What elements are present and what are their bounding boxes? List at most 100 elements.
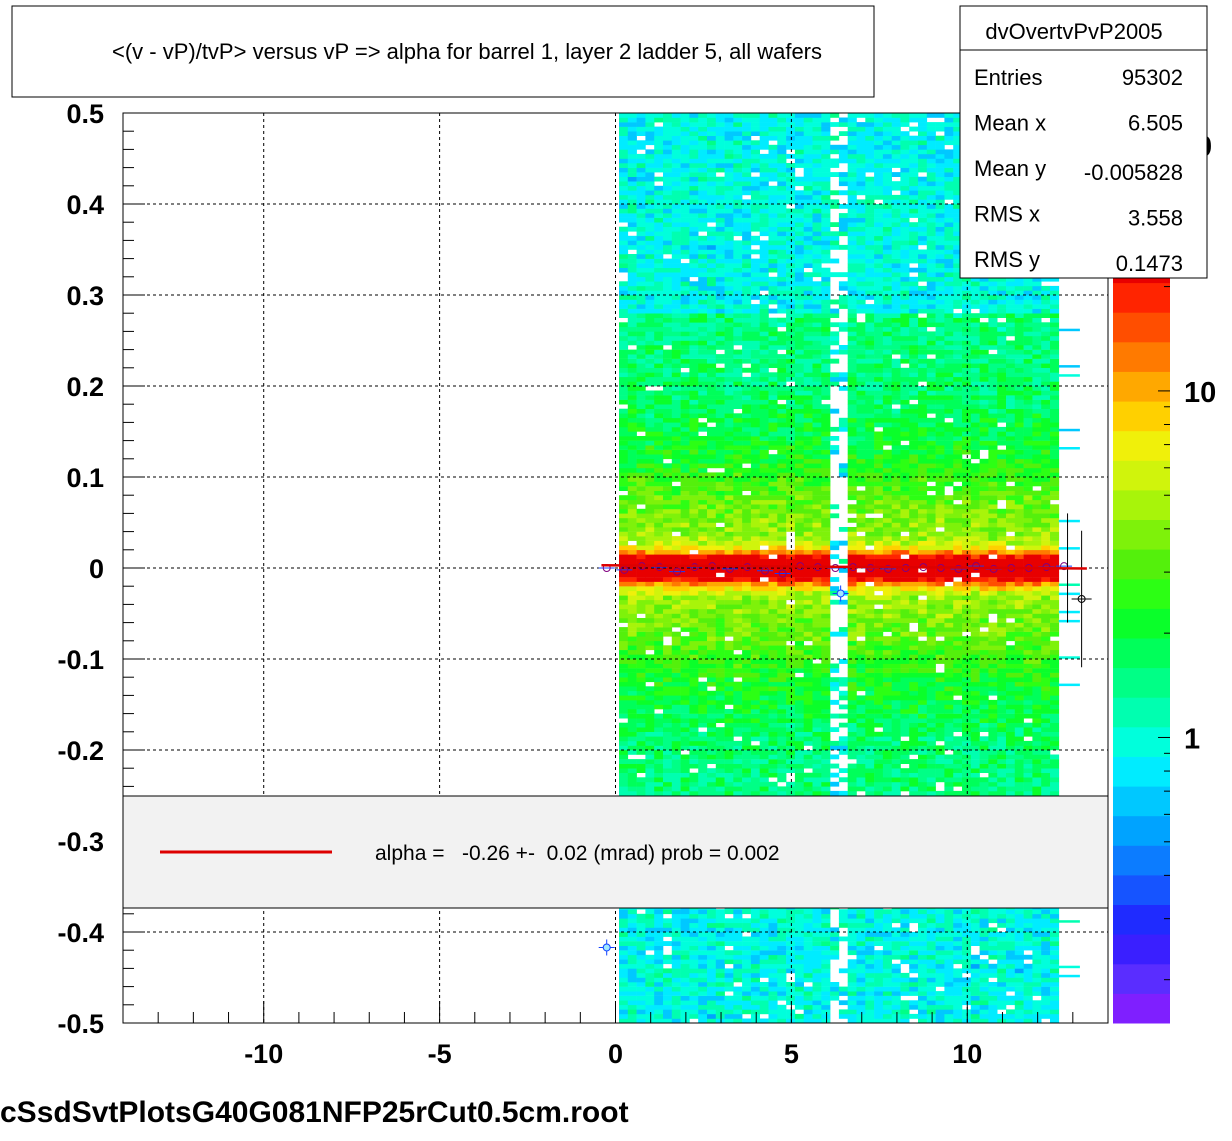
heatmap-cell <box>724 932 734 937</box>
heatmap-cell <box>803 172 813 177</box>
heatmap-cell <box>847 204 857 209</box>
heatmap-cell <box>619 463 629 469</box>
heatmap-cell <box>715 217 725 223</box>
heatmap-cell <box>759 222 769 227</box>
heatmap-cell <box>830 599 840 605</box>
heatmap-cell <box>803 995 813 1001</box>
heatmap-cell <box>707 750 717 755</box>
heatmap-cell <box>671 522 681 528</box>
heatmap-cell <box>821 345 831 350</box>
heatmap-cell <box>838 986 848 992</box>
heatmap-cell <box>645 267 655 273</box>
heatmap-cell <box>698 240 708 246</box>
heatmap-cell <box>786 113 796 118</box>
heatmap-cell <box>627 122 637 127</box>
heatmap-cell <box>733 358 743 364</box>
heatmap-cell <box>733 208 743 214</box>
heatmap-cell <box>698 213 708 218</box>
heatmap-cell <box>821 950 831 956</box>
heatmap-cell <box>847 790 857 796</box>
heatmap-cell <box>750 768 760 773</box>
heatmap-cell <box>759 608 769 614</box>
heatmap-cell <box>645 331 655 337</box>
heatmap-cell <box>645 113 655 118</box>
heatmap-cell <box>733 495 743 501</box>
heatmap-cell <box>627 376 637 382</box>
heatmap-cell <box>698 495 708 501</box>
heatmap-cell <box>627 354 637 359</box>
heatmap-cell <box>689 172 699 177</box>
heatmap-cell <box>750 918 760 924</box>
heatmap-cell <box>671 153 681 159</box>
heatmap-cell <box>689 636 699 642</box>
heatmap-cell <box>786 1018 796 1023</box>
heatmap-cell <box>724 345 734 350</box>
heatmap-cell <box>663 454 673 460</box>
heatmap-cell <box>698 1000 708 1006</box>
heatmap-cell <box>636 308 646 314</box>
heatmap-cell <box>786 358 796 364</box>
heatmap-cell <box>777 295 787 300</box>
heatmap-cell <box>724 568 734 573</box>
heatmap-cell <box>636 213 646 218</box>
heatmap-cell <box>733 663 743 669</box>
heatmap-cell <box>759 167 769 173</box>
heatmap-cell <box>689 572 699 578</box>
heatmap-cell <box>812 254 822 259</box>
heatmap-cell <box>663 426 673 432</box>
heatmap-cell <box>803 699 813 705</box>
heatmap-cell <box>830 668 840 673</box>
heatmap-cell <box>663 495 673 501</box>
heatmap-cell <box>821 440 831 446</box>
heatmap-cell <box>794 267 804 273</box>
heatmap-cell <box>786 217 796 223</box>
heatmap-cell <box>786 486 796 491</box>
heatmap-cell <box>724 158 734 164</box>
heatmap-cell <box>680 977 690 983</box>
heatmap-cell <box>786 226 796 232</box>
heatmap-cell <box>663 231 673 237</box>
heatmap-cell <box>707 918 717 924</box>
heatmap-cell <box>689 304 699 309</box>
heatmap-cell <box>698 640 708 646</box>
heatmap-cell <box>663 668 673 673</box>
heatmap-cell <box>847 654 857 660</box>
heatmap-cell <box>654 422 664 428</box>
heatmap-cell <box>680 194 690 200</box>
heatmap-cell <box>733 745 743 751</box>
heatmap-cell <box>663 172 673 177</box>
heatmap-cell <box>680 449 690 455</box>
heatmap-cell <box>759 190 769 196</box>
heatmap-cell <box>671 1013 681 1019</box>
heatmap-cell <box>847 963 857 969</box>
heatmap-cell <box>821 740 831 746</box>
heatmap-cell <box>680 458 690 464</box>
heatmap-cell <box>768 226 778 232</box>
heatmap-cell <box>812 777 822 783</box>
heatmap-cell <box>724 463 734 469</box>
heatmap-cell <box>750 153 760 159</box>
heatmap-cell <box>627 627 637 632</box>
heatmap-cell <box>619 681 629 687</box>
heatmap-cell <box>680 636 690 642</box>
heatmap-cell <box>698 995 708 1001</box>
heatmap-cell <box>680 540 690 546</box>
heatmap-cell <box>759 140 769 146</box>
heatmap-cell <box>654 349 664 355</box>
heatmap-cell <box>663 240 673 246</box>
heatmap-cell <box>777 713 787 719</box>
heatmap-cell <box>830 790 840 796</box>
heatmap-cell <box>742 577 752 582</box>
heatmap-cell <box>821 149 831 155</box>
heatmap-cell <box>627 486 637 491</box>
heatmap-cell <box>724 927 734 933</box>
heatmap-cell <box>698 927 708 933</box>
heatmap-cell <box>680 126 690 132</box>
heatmap-cell <box>707 1009 717 1015</box>
heatmap-cell <box>812 513 822 519</box>
heatmap-cell <box>759 982 769 987</box>
heatmap-cell <box>671 386 681 391</box>
heatmap-cell <box>786 231 796 237</box>
heatmap-cell <box>654 445 664 450</box>
heatmap-cell <box>715 463 725 469</box>
